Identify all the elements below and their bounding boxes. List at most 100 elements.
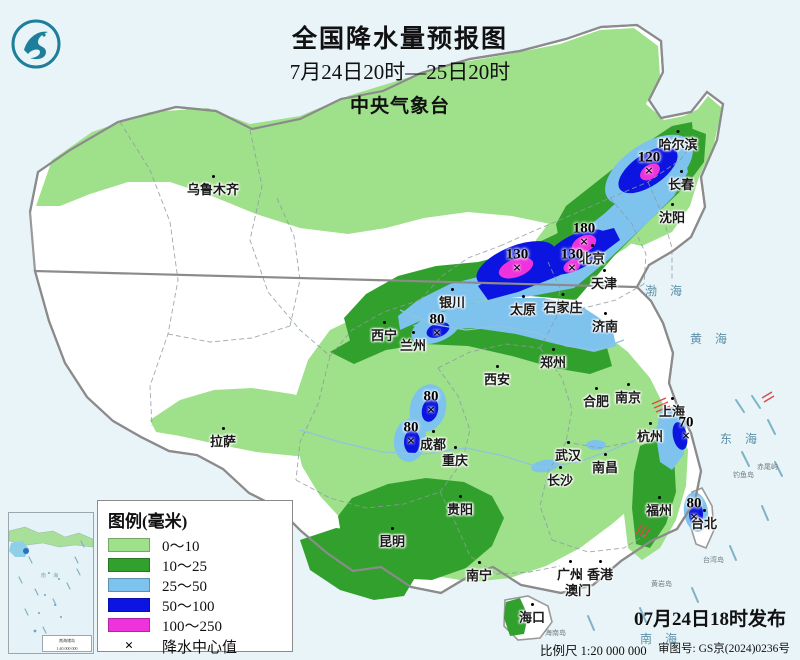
city-dot-icon	[495, 365, 499, 368]
city-name: 拉萨	[209, 434, 237, 449]
city-name: 太原	[509, 302, 537, 317]
precip-center-x-icon: ×	[432, 325, 442, 342]
precip-center-symbol-icon: ×	[124, 637, 134, 654]
precip-center-value: 80	[686, 495, 702, 512]
island-name-label: 台湾岛	[703, 556, 724, 564]
south-china-sea-inset-map: 南 海 南海诸岛 1:40 000 000	[8, 512, 94, 654]
city-dot-icon	[450, 288, 454, 291]
city-dot-icon	[670, 203, 674, 206]
city-dot-icon	[561, 293, 565, 296]
precip-center-x-icon: ×	[406, 433, 416, 450]
legend-label: 10～25	[162, 558, 208, 575]
approval-number: 审图号: GS京(2024)0236号	[658, 643, 790, 655]
legend-row: 25～50	[108, 575, 292, 595]
city-dot-icon	[679, 170, 683, 173]
city-dot-icon	[702, 509, 706, 512]
city-dot-icon	[453, 446, 457, 449]
city-dot-icon	[411, 331, 415, 334]
city-label: 石家庄	[543, 293, 583, 316]
legend-label: 0～10	[162, 538, 200, 555]
precip-center-marker: 80 ×	[686, 495, 702, 526]
legend: 图例(毫米) 0～10 10～25 25～50 50～100 100～250 × 降水中…	[97, 500, 293, 656]
legend-swatch	[108, 598, 150, 612]
city-label: 济南	[592, 312, 618, 335]
city-name: 沈阳	[658, 210, 686, 225]
sea-name-label: 渤 海	[645, 284, 688, 298]
city-dot-icon	[211, 175, 215, 178]
sea-dash-marks	[587, 395, 783, 631]
legend-row: 100～250	[108, 615, 292, 635]
precip-center-x-icon: ×	[567, 260, 577, 277]
city-label: 合肥	[583, 387, 609, 410]
city-dot-icon	[603, 312, 607, 315]
city-name: 贵阳	[446, 502, 474, 517]
city-name: 郑州	[539, 355, 567, 370]
precip-center-x-icon: ×	[512, 260, 522, 277]
city-name: 西宁	[370, 328, 398, 343]
city-name: 香港	[586, 567, 614, 582]
precip-center-x-icon: ×	[644, 163, 654, 180]
city-dot-icon	[551, 348, 555, 351]
city-label: 南宁	[466, 561, 492, 584]
city-dot-icon	[602, 269, 606, 272]
city-dot-icon	[648, 422, 652, 425]
city-label: 杭州	[637, 422, 663, 445]
sea-name-label: 黄 海	[690, 332, 733, 346]
city-name: 西安	[483, 372, 511, 387]
city-label: 香港	[587, 560, 613, 583]
precip-center-marker: 80 ×	[403, 419, 419, 450]
city-dot-icon	[603, 453, 607, 456]
city-name: 上海	[658, 404, 686, 419]
city-name: 杭州	[636, 429, 664, 444]
precip-center-marker: 180 ×	[572, 220, 596, 251]
legend-swatch	[108, 538, 150, 552]
city-name: 台北	[690, 516, 718, 531]
city-dot-icon	[382, 321, 386, 324]
rivers	[299, 309, 665, 469]
issue-time: 07月24日18时发布	[633, 609, 786, 630]
city-dot-icon	[521, 295, 525, 298]
city-name: 合肥	[582, 394, 610, 409]
city-name: 南宁	[465, 568, 493, 583]
precip-center-marker: 70 ×	[678, 414, 694, 445]
legend-rows: 0～10 10～25 25～50 50～100 100～250	[98, 535, 292, 635]
legend-row: 10～25	[108, 555, 292, 575]
precip-center-value: 80	[429, 311, 445, 328]
city-name: 乌鲁木齐	[186, 182, 240, 197]
city-dot-icon	[431, 430, 435, 433]
national-boundary	[28, 23, 725, 595]
precip-center-x-icon: ×	[579, 234, 589, 251]
precip-center-marker: 130 ×	[560, 246, 584, 277]
city-label: 长春	[668, 170, 694, 193]
cma-dragon-logo-icon	[8, 16, 64, 72]
legend-row: 0～10	[108, 535, 292, 555]
city-label: 武汉	[555, 441, 581, 464]
legend-row: 50～100	[108, 595, 292, 615]
precip-center-value: 80	[403, 419, 419, 436]
precip-center-value: 70	[678, 414, 694, 431]
city-label: 西安	[484, 365, 510, 388]
city-label: 南京	[615, 383, 641, 406]
city-label: 台北	[691, 509, 717, 532]
city-dot-icon	[598, 560, 602, 563]
city-label: 北京	[579, 244, 605, 267]
city-dot-icon	[530, 603, 534, 606]
city-label: 乌鲁木齐	[187, 175, 239, 198]
legend-row-center: × 降水中心值	[108, 635, 292, 657]
city-name: 哈尔滨	[658, 137, 698, 152]
city-dot-icon	[670, 397, 674, 400]
precip-center-value: 120	[637, 149, 661, 166]
precip-center-value: 130	[505, 246, 529, 263]
precip-center-marker: 120 ×	[637, 149, 661, 180]
inset-scale-title: 南海诸岛	[59, 638, 75, 643]
city-name: 天津	[590, 276, 618, 291]
precip-center-x-icon: ×	[689, 509, 699, 526]
precip-center-value: 180	[572, 220, 596, 237]
city-label: 沈阳	[659, 203, 685, 226]
city-label: 重庆	[442, 446, 468, 469]
city-dot-icon	[594, 387, 598, 390]
city-name: 石家庄	[543, 300, 583, 315]
city-name: 济南	[591, 319, 619, 334]
precip-center-value: 80	[423, 388, 439, 405]
precip-center-value: 130	[560, 246, 584, 263]
